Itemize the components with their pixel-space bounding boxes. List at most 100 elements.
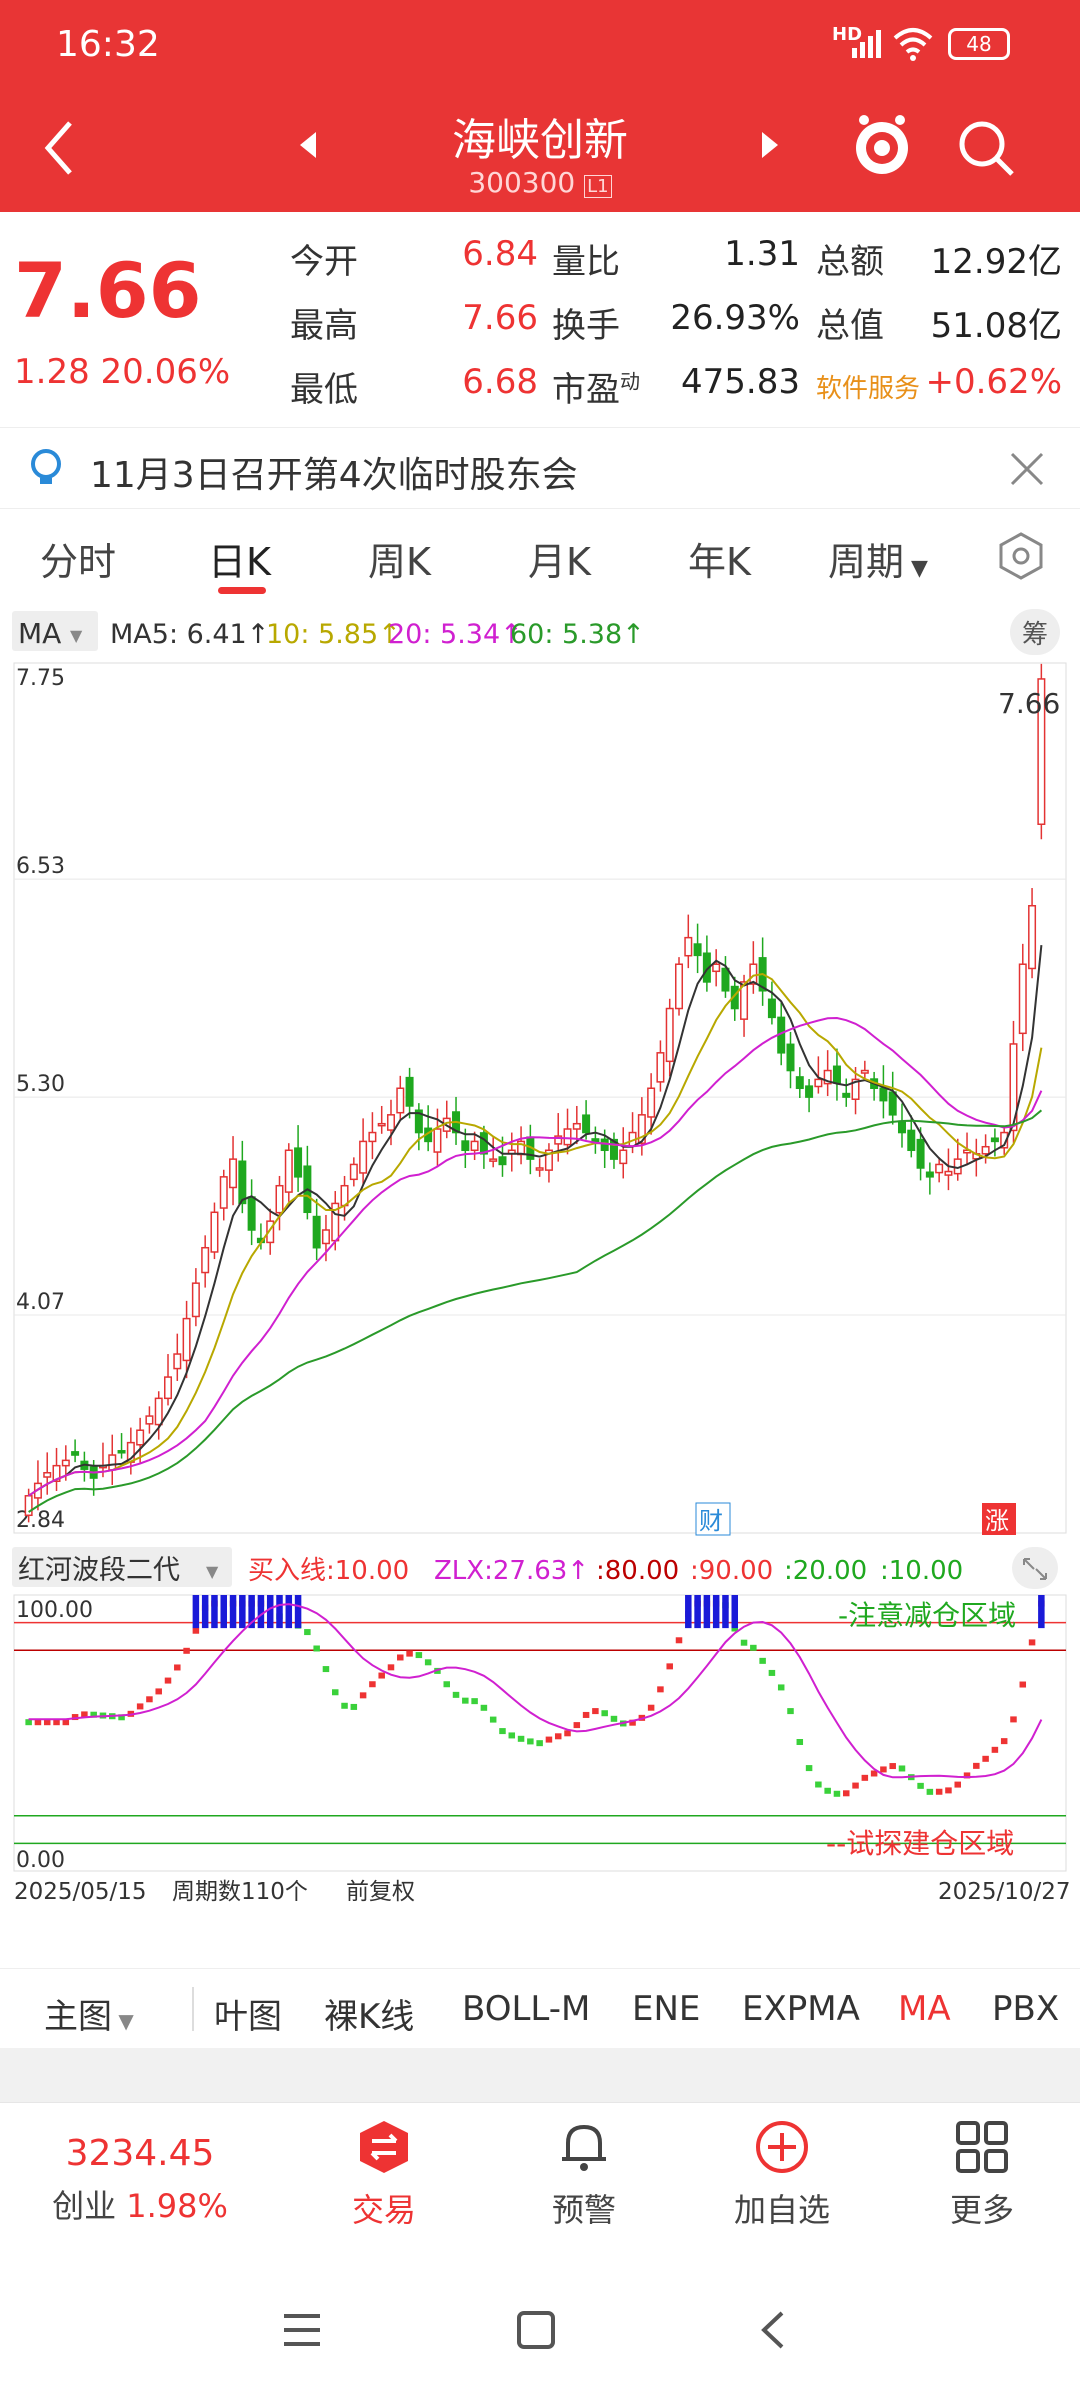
candle-body — [767, 998, 776, 1019]
candle-body — [386, 1114, 395, 1131]
grid-more-icon[interactable] — [954, 2119, 1010, 2175]
mascot-icon[interactable] — [850, 110, 914, 182]
index-pct: 1.98% — [126, 2187, 228, 2225]
notice-text: 11月3日召开第4次临时股东会 — [90, 455, 578, 496]
candle-body — [43, 1472, 52, 1478]
indicator-ene[interactable]: ENE — [632, 1989, 701, 2029]
index-name: 创业 — [52, 2187, 117, 2225]
candle-body — [823, 1069, 832, 1085]
ind-bar — [62, 1719, 70, 1726]
tab-intraday[interactable]: 分时 — [40, 540, 117, 584]
ind-bar — [647, 1704, 655, 1711]
ind-bar — [174, 1664, 181, 1671]
expand-icon — [1023, 1558, 1047, 1580]
ind-bar — [499, 1728, 506, 1735]
ind-bar — [675, 1637, 683, 1644]
ind-bar — [815, 1781, 822, 1788]
ind-bar — [443, 1681, 450, 1688]
candle-body — [238, 1160, 247, 1205]
ma10-line — [28, 972, 1043, 1497]
ind-bar — [387, 1664, 395, 1671]
candle-body — [1037, 678, 1046, 825]
candle-body — [795, 1076, 804, 1090]
level-badge: L1 — [584, 175, 612, 198]
candle-body — [359, 1140, 368, 1174]
ind-blue-bar — [285, 1595, 293, 1629]
bell-icon[interactable] — [556, 2119, 612, 2175]
ind-blue-bar — [694, 1595, 701, 1629]
main-chart-selector[interactable]: 主图 ▼ — [44, 1989, 134, 2038]
candle-body — [470, 1140, 479, 1152]
search-icon[interactable] — [956, 118, 1016, 178]
limit-up-marker-bg — [982, 1503, 1016, 1535]
ind-bar — [508, 1732, 516, 1739]
prev-stock-icon[interactable] — [296, 130, 320, 160]
adjust-mode: 前复权 — [346, 1879, 415, 1905]
candle-body — [842, 1092, 851, 1098]
tab-weekly-k[interactable]: 周K — [368, 540, 431, 584]
ind-bar — [824, 1787, 831, 1794]
candle-body — [24, 1495, 33, 1517]
ma5-line — [28, 944, 1043, 1497]
back-nav-icon[interactable] — [756, 2310, 788, 2350]
back-icon[interactable] — [40, 118, 80, 178]
indicator-pbx[interactable]: PBX — [992, 1989, 1060, 2029]
trade-icon[interactable] — [356, 2119, 412, 2175]
tab-monthly-k[interactable]: 月K — [528, 540, 591, 584]
ind-bar — [573, 1722, 581, 1729]
ind-bar — [397, 1654, 404, 1661]
ind-bar — [164, 1677, 172, 1684]
quote-value: 26.93% — [670, 298, 800, 338]
quote-value: 6.68 — [462, 362, 538, 402]
quote-label: 最低 — [290, 370, 358, 410]
next-stock-icon[interactable] — [758, 130, 782, 160]
ind-bar — [768, 1669, 776, 1676]
bottom-nav: 3234.45 创业 1.98% 交易 预警 加自选 更多 — [0, 2102, 1080, 2262]
candle-body — [247, 1196, 256, 1231]
signal-icon: HD — [832, 24, 863, 45]
candle-body — [61, 1459, 70, 1467]
ind-bar — [833, 1790, 841, 1797]
ind-bar — [870, 1770, 878, 1777]
price-panel-frame — [13, 662, 1067, 1534]
candle-body — [1000, 1131, 1009, 1149]
candle-body — [860, 1069, 869, 1074]
indicator-naked-k[interactable]: 裸K线 — [324, 1997, 415, 2037]
indicator-boll-m[interactable]: BOLL-M — [462, 1989, 591, 2029]
candle-body — [832, 1065, 841, 1084]
nav-alert[interactable]: 预警 — [551, 2191, 616, 2229]
index-row[interactable]: 创业 1.98% — [30, 2181, 250, 2227]
tab-period-label: 周期 — [828, 540, 905, 584]
ma60-legend: 60: 5.38↑ — [510, 619, 645, 650]
candle-body — [647, 1087, 656, 1118]
nav-add-watch[interactable]: 加自选 — [733, 2191, 830, 2229]
indicator-selector-bg — [12, 1547, 232, 1587]
candle-body — [879, 1087, 888, 1102]
indicator-leaf[interactable]: 叶图 — [214, 1997, 282, 2037]
settings-hex-icon[interactable] — [996, 531, 1046, 581]
ind-bar — [369, 1681, 376, 1688]
nav-trade[interactable]: 交易 — [351, 2191, 416, 2229]
add-watch-icon[interactable] — [754, 2119, 810, 2175]
nav-more[interactable]: 更多 — [949, 2191, 1014, 2229]
candle-body — [405, 1076, 414, 1107]
index-value[interactable]: 3234.45 — [65, 2133, 215, 2174]
ind-blue-bar — [201, 1595, 209, 1629]
tab-yearly-k[interactable]: 年K — [688, 540, 751, 584]
close-icon[interactable] — [1008, 450, 1046, 488]
tab-period[interactable]: 周期 ▼ — [828, 531, 928, 586]
candle-body — [108, 1454, 117, 1471]
home-icon[interactable] — [516, 2310, 556, 2350]
price-change: 1.28 — [14, 352, 90, 392]
ind-bar — [963, 1772, 971, 1779]
candle-body — [888, 1091, 897, 1116]
indicator-ma[interactable]: MA — [898, 1989, 951, 2029]
ind-bar — [759, 1657, 766, 1664]
indicator-expma[interactable]: EXPMA — [742, 1989, 860, 2029]
notice-bar[interactable]: 11月3日召开第4次临时股东会 — [0, 427, 1080, 509]
menu-icon[interactable] — [282, 2312, 322, 2348]
candle-body — [1028, 904, 1037, 970]
y-tick-label: 4.07 — [16, 1290, 65, 1315]
tab-daily-k[interactable]: 日K — [208, 540, 271, 584]
kline-chart[interactable]: MA ▼ MA5: 6.41↑10: 5.85↑20: 5.34↑60: 5.38↑… — [0, 603, 1080, 1973]
